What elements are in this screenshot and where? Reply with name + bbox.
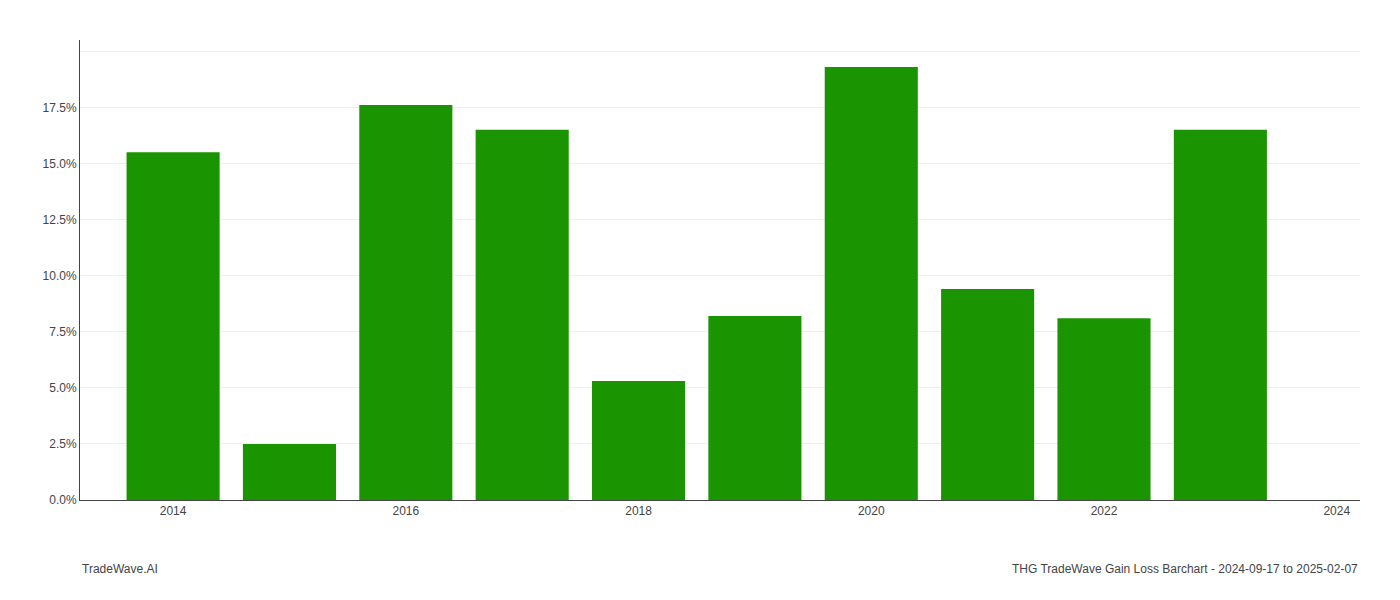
svg-text:2024: 2024 xyxy=(1323,504,1350,518)
svg-text:2016: 2016 xyxy=(392,504,419,518)
svg-text:17.5%: 17.5% xyxy=(43,101,77,115)
svg-text:5.0%: 5.0% xyxy=(49,381,77,395)
svg-text:2.5%: 2.5% xyxy=(49,437,77,451)
svg-text:THG TradeWave Gain Loss Barcha: THG TradeWave Gain Loss Barchart - 2024-… xyxy=(1012,562,1358,576)
svg-text:15.0%: 15.0% xyxy=(43,157,77,171)
svg-text:10.0%: 10.0% xyxy=(43,269,77,283)
svg-text:0.0%: 0.0% xyxy=(49,493,77,507)
svg-text:2018: 2018 xyxy=(625,504,652,518)
svg-text:2022: 2022 xyxy=(1091,504,1118,518)
svg-text:2020: 2020 xyxy=(858,504,885,518)
svg-text:TradeWave.AI: TradeWave.AI xyxy=(82,562,158,576)
svg-text:2014: 2014 xyxy=(160,504,187,518)
svg-text:12.5%: 12.5% xyxy=(43,213,77,227)
svg-text:7.5%: 7.5% xyxy=(49,325,77,339)
